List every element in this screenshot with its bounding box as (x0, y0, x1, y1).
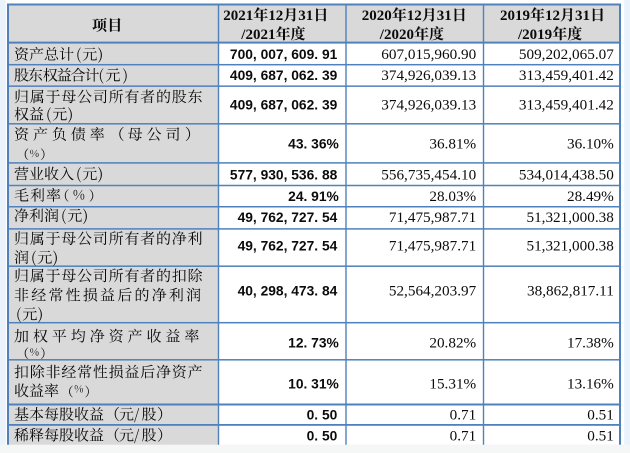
svg-text:49, 762, 727. 54: 49, 762, 727. 54 (238, 210, 338, 225)
svg-text:13.16%: 13.16% (567, 375, 614, 392)
svg-text:36.10%: 36.10% (567, 135, 614, 152)
svg-text:28.49%: 28.49% (567, 188, 614, 205)
svg-text:24. 91%: 24. 91% (288, 189, 339, 204)
svg-text:0.71: 0.71 (450, 427, 477, 444)
svg-text:0.51: 0.51 (587, 427, 614, 444)
svg-text:374,926,039.13: 374,926,039.13 (381, 96, 476, 113)
svg-text:43. 36%: 43. 36% (288, 136, 339, 151)
svg-text:15.31%: 15.31% (429, 375, 476, 392)
svg-text:36.81%: 36.81% (429, 135, 476, 152)
svg-text:31: 31 (437, 8, 452, 24)
svg-text:12: 12 (407, 8, 422, 24)
svg-text:12: 12 (545, 8, 560, 24)
svg-text:/2020: /2020 (379, 27, 414, 43)
svg-text:509,202,065.07: 509,202,065.07 (519, 46, 614, 63)
svg-text:51,321,000.38: 51,321,000.38 (526, 209, 614, 226)
svg-text:49, 762, 727. 54: 49, 762, 727. 54 (238, 238, 338, 253)
svg-text:40, 298, 473. 84: 40, 298, 473. 84 (238, 284, 338, 299)
svg-text:0.71: 0.71 (450, 406, 477, 423)
svg-text:71,475,987.71: 71,475,987.71 (389, 209, 476, 226)
svg-text:409, 687, 062. 39: 409, 687, 062. 39 (230, 97, 338, 112)
svg-text:20.82%: 20.82% (429, 334, 476, 351)
svg-text:556,735,454.10: 556,735,454.10 (381, 166, 476, 183)
svg-text:534,014,438.50: 534,014,438.50 (519, 166, 614, 183)
svg-text:313,459,401.42: 313,459,401.42 (519, 67, 614, 84)
svg-text:51,321,000.38: 51,321,000.38 (526, 237, 614, 254)
svg-text:12: 12 (268, 8, 283, 24)
svg-text:0. 50: 0. 50 (307, 407, 338, 422)
svg-text:607,015,960.90: 607,015,960.90 (381, 46, 476, 63)
svg-text:374,926,039.13: 374,926,039.13 (381, 67, 476, 84)
svg-text:577, 930, 536. 88: 577, 930, 536. 88 (230, 167, 338, 182)
svg-text:0. 50: 0. 50 (307, 428, 338, 443)
svg-text:313,459,401.42: 313,459,401.42 (519, 96, 614, 113)
svg-text:31: 31 (575, 8, 590, 24)
svg-text:2020: 2020 (362, 8, 392, 24)
svg-text:17.38%: 17.38% (567, 334, 614, 351)
svg-text:2019: 2019 (500, 8, 530, 24)
svg-text:28.03%: 28.03% (429, 188, 476, 205)
svg-text:0.51: 0.51 (587, 406, 614, 423)
svg-text:52,564,203.97: 52,564,203.97 (389, 283, 477, 300)
svg-text:31: 31 (298, 8, 313, 24)
svg-text:2021: 2021 (223, 8, 253, 24)
svg-text:12. 73%: 12. 73% (288, 335, 339, 350)
svg-text:700, 007, 609. 91: 700, 007, 609. 91 (230, 47, 338, 62)
svg-text:10. 31%: 10. 31% (288, 376, 339, 391)
svg-text:71,475,987.71: 71,475,987.71 (389, 237, 476, 254)
svg-text:38,862,817.11: 38,862,817.11 (527, 283, 614, 300)
svg-text:409, 687, 062. 39: 409, 687, 062. 39 (230, 68, 338, 83)
svg-text:/2019: /2019 (517, 27, 552, 43)
svg-text:/2021: /2021 (240, 27, 275, 43)
